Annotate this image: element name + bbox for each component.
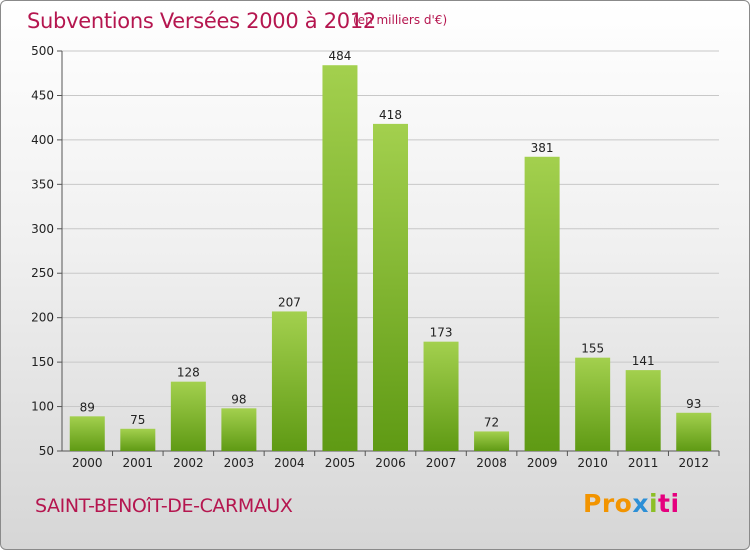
y-tick-label: 200 bbox=[31, 311, 54, 325]
data-labels: 89 75 128 98 207 484 418 173 72 381 155 141 93 bbox=[80, 49, 702, 429]
bar bbox=[625, 370, 661, 451]
y-tick-label: 500 bbox=[31, 44, 54, 58]
x-tick-label: 2001 bbox=[123, 456, 154, 470]
x-tick-label: 2008 bbox=[476, 456, 507, 470]
commune-name: SAINT-BENOîT-DE-CARMAUX bbox=[35, 495, 293, 517]
chart-title: Subventions Versées 2000 à 2012 bbox=[27, 9, 376, 33]
x-tick-label: 2000 bbox=[72, 456, 103, 470]
logo-part: ti bbox=[658, 489, 680, 518]
data-label: 173 bbox=[430, 326, 453, 340]
data-label: 381 bbox=[531, 141, 554, 155]
data-label: 93 bbox=[686, 397, 701, 411]
bar bbox=[322, 65, 358, 451]
y-tick-label: 300 bbox=[31, 222, 54, 236]
data-label: 207 bbox=[278, 295, 301, 309]
logo-part: i bbox=[648, 489, 659, 518]
x-tick-labels: 2000 2001 2002 2003 2004 2005 2006 2007 2008 2009… bbox=[72, 456, 709, 470]
data-label: 89 bbox=[80, 400, 95, 414]
y-tick-label: 250 bbox=[31, 266, 54, 280]
x-tick-label: 2007 bbox=[426, 456, 457, 470]
x-tick-label: 2012 bbox=[678, 456, 709, 470]
bar bbox=[120, 428, 156, 451]
data-label: 141 bbox=[632, 354, 655, 368]
x-tick-label: 2002 bbox=[173, 456, 204, 470]
x-tick-label: 2006 bbox=[375, 456, 406, 470]
y-tick-label: 400 bbox=[31, 133, 54, 147]
y-tick-label: 100 bbox=[31, 400, 54, 414]
logo-part: x bbox=[632, 489, 649, 518]
bar bbox=[423, 341, 459, 451]
proxiti-logo[interactable]: Proxiti bbox=[583, 489, 680, 518]
data-label: 418 bbox=[379, 108, 402, 122]
y-tick-label: 350 bbox=[31, 177, 54, 191]
x-tick-label: 2010 bbox=[577, 456, 608, 470]
y-tick-labels: 50 100 150 200 250 300 350 400 450 500 bbox=[31, 44, 54, 458]
bar bbox=[221, 408, 257, 451]
bar bbox=[373, 123, 408, 451]
bar bbox=[69, 416, 105, 451]
y-tick-label: 150 bbox=[31, 355, 54, 369]
data-label: 98 bbox=[231, 392, 246, 406]
data-label: 72 bbox=[484, 415, 499, 429]
data-label: 128 bbox=[177, 366, 200, 380]
bar bbox=[474, 431, 510, 451]
data-label: 155 bbox=[581, 342, 604, 356]
unit-note: (en milliers d'€) bbox=[353, 13, 448, 27]
x-tick-label: 2003 bbox=[224, 456, 255, 470]
bar bbox=[271, 311, 307, 451]
data-label: 484 bbox=[329, 49, 352, 63]
bar bbox=[170, 381, 206, 451]
bar bbox=[524, 156, 560, 451]
logo-part: Pro bbox=[583, 489, 633, 518]
bars bbox=[69, 65, 712, 451]
y-tick-label: 50 bbox=[39, 444, 54, 458]
x-tick-label: 2009 bbox=[527, 456, 558, 470]
x-tick-label: 2004 bbox=[274, 456, 305, 470]
data-label: 75 bbox=[130, 413, 145, 427]
x-tick-label: 2005 bbox=[325, 456, 356, 470]
bar bbox=[575, 357, 611, 451]
bar bbox=[676, 412, 712, 451]
x-tick-label: 2011 bbox=[628, 456, 659, 470]
y-tick-label: 450 bbox=[31, 88, 54, 102]
